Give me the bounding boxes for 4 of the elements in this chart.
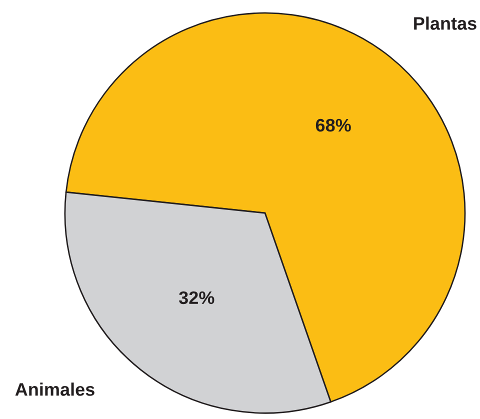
slice-label: Plantas bbox=[414, 16, 476, 30]
data-label: 68% bbox=[316, 118, 351, 132]
slice-label: Animales bbox=[15, 382, 94, 396]
data-label: 32% bbox=[178, 291, 214, 304]
